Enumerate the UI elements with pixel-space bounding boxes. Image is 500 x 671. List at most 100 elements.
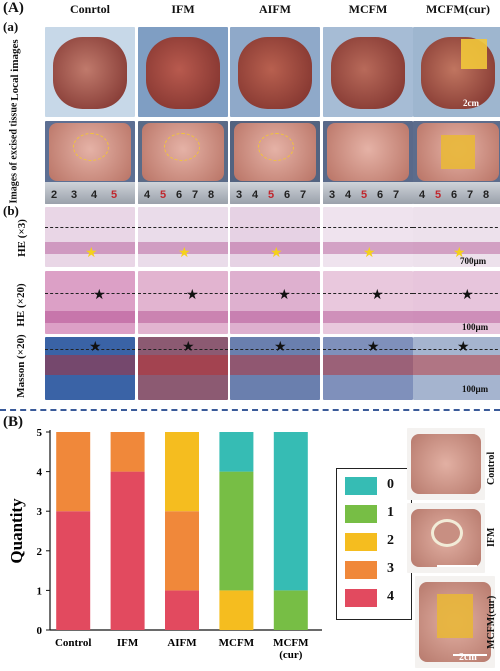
he20-image-0: ★ [45,271,135,334]
legend-item-4: 4 [345,589,405,607]
he3-image-0: ★ [45,207,135,267]
ruler-number: 2 [51,189,58,201]
he20-image-2: ★ [230,271,320,334]
bar-segment-4-0 [273,432,308,591]
panel-a-label: (A) [3,0,24,16]
column-header-0: Conrtol [70,2,110,16]
bar-segment-1-3 [110,432,145,472]
ruler-number: 7 [300,189,307,201]
ruler-number: 7 [467,189,474,201]
y-tick-label: 0 [37,625,43,637]
y-tick-label: 1 [37,585,43,597]
local-scale-label: 2cm [463,98,479,108]
row-label-excised: Images of excised tissue [8,102,20,204]
row-label-masson: Masson (×20) [15,334,27,398]
he3-scale-label: 700µm [460,256,487,266]
bar-segment-0-3 [56,432,91,512]
he3-image-2: ★ [230,207,320,267]
legend-item-2: 2 [345,533,405,551]
ruler-number: 4 [419,189,426,201]
ruler-number: 3 [236,189,243,201]
panel-b-scale-label: 2cm [459,652,477,663]
y-axis-label: Quantity [7,498,26,564]
legend-label: 2 [387,533,394,548]
ruler-number: 8 [208,189,215,201]
x-tick-label: MCFM [219,637,255,649]
masson-image-1: ★ [138,337,228,400]
local-image-2 [230,27,320,117]
legend-swatch [345,561,377,579]
masson-image-4: ★ [413,337,500,400]
bar-segment-3-2 [219,590,254,630]
legend-swatch [345,533,377,551]
y-tick-label: 5 [37,427,43,439]
column-header-3: MCFM [348,2,388,16]
bar-segment-2-3 [165,511,199,591]
legend-swatch [345,589,377,607]
panel-a-sub-b-label: (b) [3,203,19,218]
column-header-1: IFM [171,2,195,16]
column-header-2: AIFM [259,2,291,16]
column-header-4: MCFM(cur) [426,2,490,16]
bar-segment-0-4 [56,511,91,630]
excised-image-0: 2 3 4 5 [45,121,135,204]
ruler-number: 3 [71,189,78,201]
he3-image-4: ★ [413,207,500,267]
bar-segment-3-0 [219,432,254,472]
bar-segment-1-4 [110,471,145,630]
ruler-number: 4 [345,189,352,201]
ruler-number: 6 [284,189,291,201]
legend-swatch [345,477,377,495]
bar-segment-4-1 [273,590,308,630]
chart-legend: 0 1 2 3 4 [336,468,412,620]
y-tick-label: 2 [37,546,43,558]
ruler-number: 8 [483,189,490,201]
ruler-number: 3 [329,189,336,201]
panel-b-photo-label-0: Control [486,451,497,485]
local-image-3 [323,27,413,117]
legend-label: 3 [387,561,394,576]
ruler-number: 6 [176,189,183,201]
local-image-1 [138,27,228,117]
panel-b-photo-label-1: IFM [486,527,497,547]
masson-image-0: ★ [45,337,135,400]
ruler-number: 5 [361,189,368,201]
x-tick-label: MCFM [273,637,309,649]
ruler-number: 7 [192,189,199,201]
ruler-number: 7 [393,189,400,201]
ruler-number: 5 [160,189,167,201]
ruler-number: 6 [451,189,458,201]
row-label-he3: HE (×3) [16,219,28,257]
row-label-local: Local images [9,39,21,101]
panel-b-photo-1 [407,503,485,573]
he3-image-3: ★ [323,207,413,267]
panel-b-photo-0 [407,428,485,500]
bar-segment-2-2 [165,432,199,512]
local-image-0 [45,27,135,117]
ruler-number: 6 [377,189,384,201]
masson-image-3: ★ [323,337,413,400]
legend-label: 0 [387,477,394,492]
he20-scale-label: 100µm [462,322,489,332]
x-tick-label: IFM [117,637,139,649]
masson-scale-label: 100µm [462,384,489,394]
ruler-number: 5 [111,189,118,201]
he3-image-1: ★ [138,207,228,267]
panel-b-photo-2 [415,576,495,668]
legend-item-0: 0 [345,477,405,495]
he20-image-4: ★ [413,271,500,334]
ruler-number: 5 [435,189,442,201]
row-label-he20: HE (×20) [15,283,27,327]
masson-image-2: ★ [230,337,320,400]
local-image-4 [413,27,500,117]
legend-item-3: 3 [345,561,405,579]
he20-image-3: ★ [323,271,413,334]
panel-b-label: (B) [3,414,23,430]
bar-segment-3-1 [219,471,254,591]
legend-item-1: 1 [345,505,405,523]
legend-label: 1 [387,505,394,520]
